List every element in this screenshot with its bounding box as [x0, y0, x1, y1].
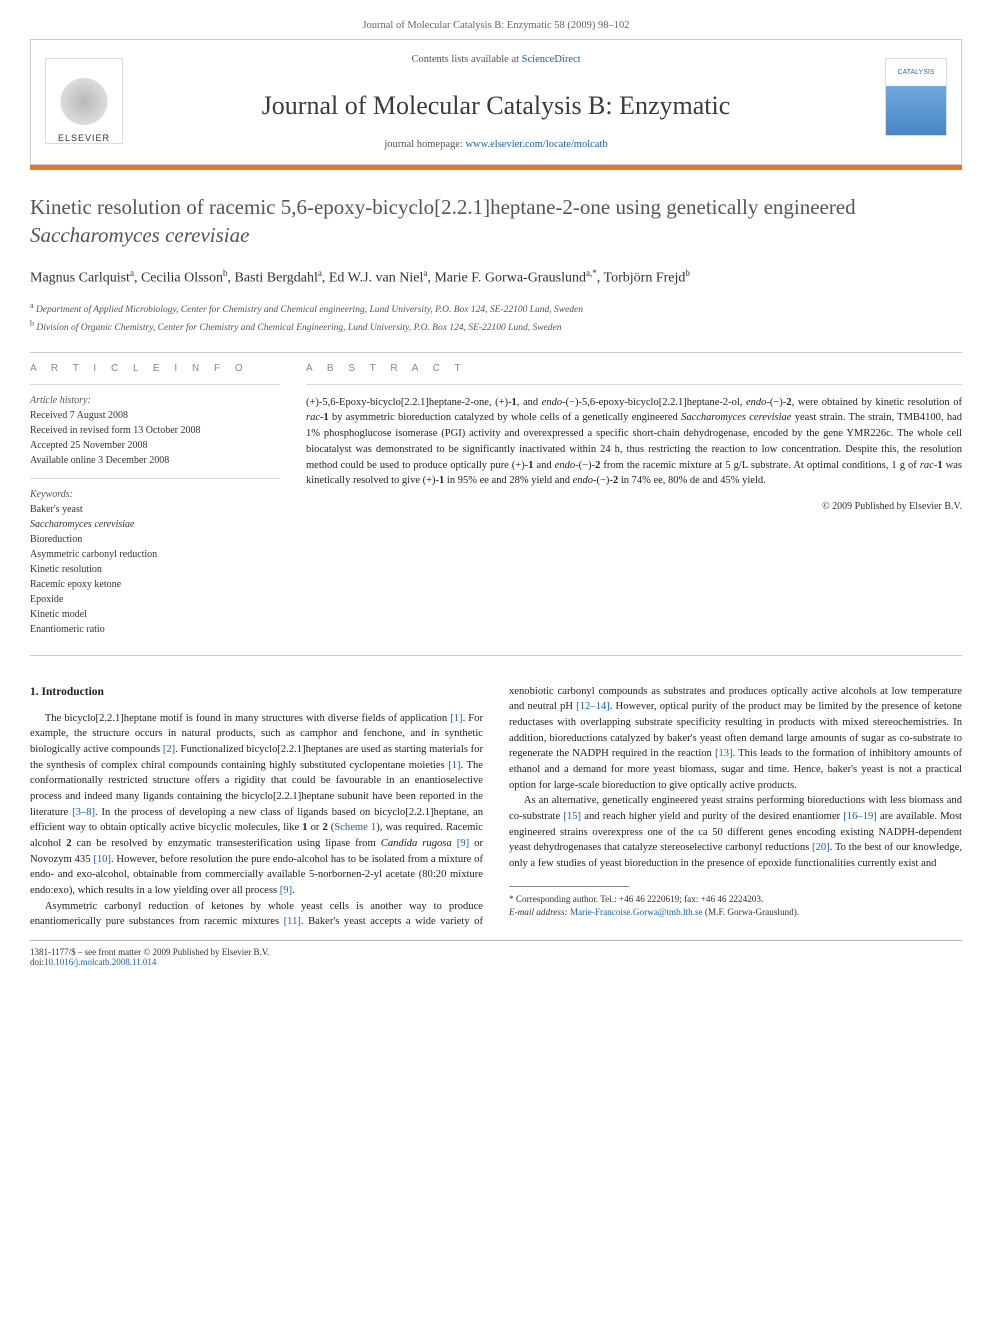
article-info-heading: a r t i c l e i n f o: [30, 363, 280, 374]
divider: [30, 352, 962, 353]
history-received: Received 7 August 2008: [30, 408, 280, 423]
history-accepted: Accepted 25 November 2008: [30, 438, 280, 453]
email-link[interactable]: Marie-Francoise.Gorwa@tmb.lth.se: [570, 907, 703, 917]
journal-cover-title: CATALYSIS: [886, 59, 946, 86]
journal-homepage-line: journal homepage: www.elsevier.com/locat…: [47, 139, 945, 150]
keyword: Bioreduction: [30, 532, 280, 547]
keyword: Kinetic model: [30, 607, 280, 622]
keywords-list: Baker's yeastSaccharomyces cerevisiaeBio…: [30, 502, 280, 637]
article-history-label: Article history:: [30, 395, 280, 406]
abstract-text: (+)-5,6-Epoxy-bicyclo[2.2.1]heptane-2-on…: [306, 395, 962, 490]
keyword: Baker's yeast: [30, 502, 280, 517]
authors-list: Magnus Carlquista, Cecilia Olssonb, Bast…: [30, 267, 962, 289]
email-trail: (M.F. Gorwa-Grauslund).: [703, 907, 799, 917]
elsevier-tree-icon: [58, 78, 110, 130]
divider: [30, 384, 280, 385]
info-abstract-block: a r t i c l e i n f o Article history: R…: [30, 363, 962, 637]
article-title-species: Saccharomyces cerevisiae: [30, 223, 249, 247]
corresponding-author-email-line: E-mail address: Marie-Francoise.Gorwa@tm…: [509, 906, 962, 919]
article-history-list: Received 7 August 2008 Received in revis…: [30, 408, 280, 468]
page-footer: 1381-1177/$ – see front matter © 2009 Pu…: [30, 940, 962, 967]
front-matter-line: 1381-1177/$ – see front matter © 2009 Pu…: [30, 947, 269, 957]
contents-list-prefix: Contents lists available at: [411, 54, 521, 65]
copyright-line: © 2009 Published by Elsevier B.V.: [306, 501, 962, 512]
doi-prefix: doi:: [30, 957, 44, 967]
email-label: E-mail address:: [509, 907, 570, 917]
accent-bar: [30, 165, 962, 170]
section-heading-intro: 1. Introduction: [30, 684, 483, 701]
running-head: Journal of Molecular Catalysis B: Enzyma…: [30, 20, 962, 31]
doi-line: doi:10.1016/j.molcatb.2008.11.014: [30, 957, 269, 967]
keyword: Saccharomyces cerevisiae: [30, 517, 280, 532]
front-matter-block: 1381-1177/$ – see front matter © 2009 Pu…: [30, 947, 269, 967]
journal-banner: ELSEVIER CATALYSIS Contents lists availa…: [30, 39, 962, 165]
journal-homepage-prefix: journal homepage:: [384, 139, 465, 150]
corresponding-author-line: * Corresponding author. Tel.: +46 46 222…: [509, 893, 962, 906]
article-title-main: Kinetic resolution of racemic 5,6-epoxy-…: [30, 195, 856, 219]
journal-title: Journal of Molecular Catalysis B: Enzyma…: [47, 91, 945, 121]
keywords-label: Keywords:: [30, 489, 280, 500]
footnote-separator: [509, 886, 629, 887]
affiliation-a: a Department of Applied Microbiology, Ce…: [30, 300, 962, 318]
article-body: 1. Introduction The bicyclo[2.2.1]heptan…: [30, 684, 962, 930]
corresponding-author-footnote: * Corresponding author. Tel.: +46 46 222…: [509, 893, 962, 919]
affiliations: a Department of Applied Microbiology, Ce…: [30, 300, 962, 336]
divider: [30, 655, 962, 656]
article-title: Kinetic resolution of racemic 5,6-epoxy-…: [30, 194, 962, 249]
abstract-column: a b s t r a c t (+)-5,6-Epoxy-bicyclo[2.…: [306, 363, 962, 637]
history-online: Available online 3 December 2008: [30, 453, 280, 468]
abstract-heading: a b s t r a c t: [306, 363, 962, 374]
body-paragraph: The bicyclo[2.2.1]heptane motif is found…: [30, 711, 483, 899]
sciencedirect-link[interactable]: ScienceDirect: [522, 54, 581, 65]
keyword: Racemic epoxy ketone: [30, 577, 280, 592]
divider: [306, 384, 962, 385]
keyword: Enantiomeric ratio: [30, 622, 280, 637]
journal-cover-thumbnail: CATALYSIS: [885, 58, 947, 136]
contents-list-line: Contents lists available at ScienceDirec…: [47, 54, 945, 65]
keyword: Asymmetric carbonyl reduction: [30, 547, 280, 562]
elsevier-wordmark: ELSEVIER: [58, 133, 110, 143]
elsevier-logo: ELSEVIER: [45, 58, 123, 144]
affiliation-b: b Division of Organic Chemistry, Center …: [30, 318, 962, 336]
body-paragraph: As an alternative, genetically engineere…: [509, 793, 962, 871]
keyword: Epoxide: [30, 592, 280, 607]
article-info-column: a r t i c l e i n f o Article history: R…: [30, 363, 280, 637]
divider: [30, 478, 280, 479]
keyword: Kinetic resolution: [30, 562, 280, 577]
history-revised: Received in revised form 13 October 2008: [30, 423, 280, 438]
journal-homepage-link[interactable]: www.elsevier.com/locate/molcatb: [465, 139, 607, 150]
journal-cover-art: [886, 86, 946, 135]
doi-link[interactable]: 10.1016/j.molcatb.2008.11.014: [44, 957, 156, 967]
